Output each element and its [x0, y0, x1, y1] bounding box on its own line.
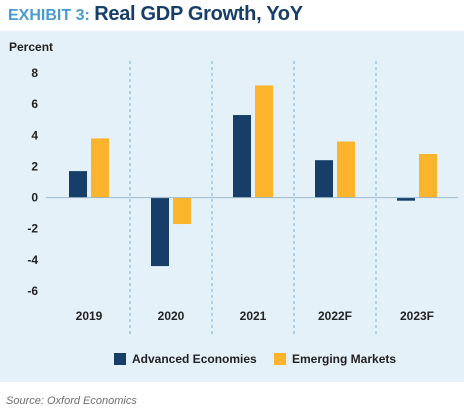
- legend-label: Emerging Markets: [292, 352, 396, 366]
- exhibit-label: EXHIBIT 3:: [8, 7, 90, 24]
- bar-emerging-2023f: [419, 153, 437, 198]
- chart-panel: Percent 8 6 4 2 0 -2 -4 -6 2019 2020 2021 2022F 2023F…: [0, 31, 464, 382]
- legend-swatch: [114, 353, 126, 365]
- bar-advanced-2020: [151, 197, 169, 267]
- bar-advanced-2019: [69, 171, 87, 198]
- bar-emerging-2022f: [337, 141, 355, 198]
- y-tick-label: -2: [27, 222, 38, 236]
- bar-chart: Percent 8 6 4 2 0 -2 -4 -6 2019 2020 2021 2022F 2023F…: [9, 40, 458, 366]
- legend-swatch: [274, 353, 286, 365]
- bar-advanced-2021: [233, 115, 251, 198]
- y-axis-label: Percent: [9, 40, 53, 54]
- chart-title: Real GDP Growth, YoY: [94, 3, 303, 25]
- legend-label: Advanced Economies: [132, 352, 257, 366]
- bar-advanced-2022f: [315, 160, 333, 198]
- y-tick-label: 0: [31, 191, 38, 205]
- x-tick-label: 2022F: [318, 309, 352, 323]
- bar-emerging-2020: [173, 197, 191, 225]
- y-tick-label: -6: [27, 284, 38, 298]
- bar-emerging-2021: [255, 85, 273, 198]
- y-tick-label: 2: [31, 159, 38, 173]
- y-tick-label: 4: [31, 128, 38, 142]
- x-tick-label: 2019: [76, 309, 103, 323]
- chart-header: EXHIBIT 3: Real GDP Growth, YoY: [8, 3, 303, 26]
- x-tick-label: 2023F: [400, 309, 434, 323]
- x-tick-label: 2020: [158, 309, 185, 323]
- y-tick-label: 6: [31, 97, 38, 111]
- x-tick-label: 2021: [240, 309, 267, 323]
- source-note: Source: Oxford Economics: [6, 395, 137, 407]
- y-tick-label: 8: [31, 66, 38, 80]
- y-tick-label: -4: [27, 253, 38, 267]
- bar-advanced-2023f: [397, 197, 415, 201]
- bar-emerging-2019: [91, 138, 109, 198]
